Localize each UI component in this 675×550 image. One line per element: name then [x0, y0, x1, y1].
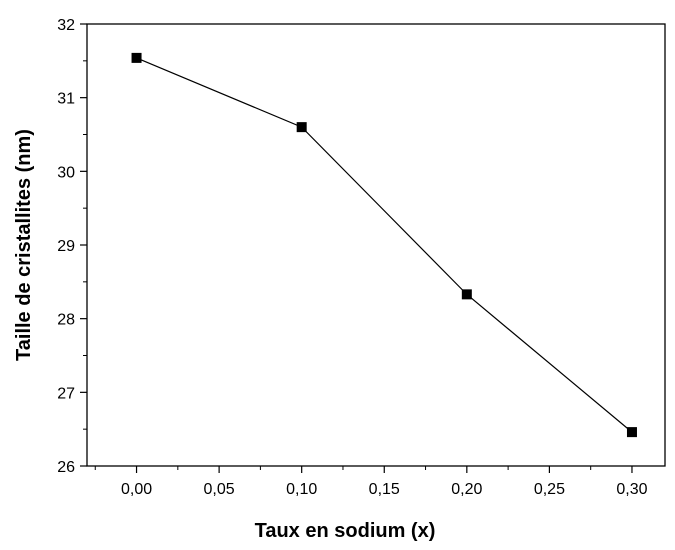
y-tick-label: 26 — [57, 459, 75, 476]
plot-frame — [86, 23, 666, 467]
y-tick-label: 28 — [57, 312, 75, 329]
series-layer — [131, 52, 637, 438]
y-tick-label: 27 — [57, 385, 75, 402]
y-axis-title: Taille de cristallites (nm) — [13, 129, 35, 361]
y-tick-label: 31 — [57, 91, 75, 108]
data-point-marker — [626, 427, 637, 438]
data-point-marker — [131, 52, 142, 63]
data-point-marker — [461, 289, 472, 300]
x-axis-title: Taux en sodium (x) — [255, 520, 436, 542]
x-tick-label: 0,20 — [451, 481, 482, 498]
x-tick-label: 0,05 — [204, 481, 235, 498]
x-tick-label: 0,15 — [369, 481, 400, 498]
x-tick-label: 0,25 — [534, 481, 565, 498]
y-tick-label: 32 — [57, 17, 75, 34]
series-line — [136, 57, 633, 433]
data-point-marker — [296, 122, 307, 133]
x-tick-label: 0,30 — [616, 481, 647, 498]
y-tick-label: 29 — [57, 238, 75, 255]
axes: 0,00 0,05 0,10 0,15 0,20 0,25 0,30 26 27 28 29 30 31… — [57, 17, 666, 498]
x-tick-label: 0,10 — [286, 481, 317, 498]
x-tick-label: 0,00 — [121, 481, 152, 498]
y-tick-label: 30 — [57, 164, 75, 181]
